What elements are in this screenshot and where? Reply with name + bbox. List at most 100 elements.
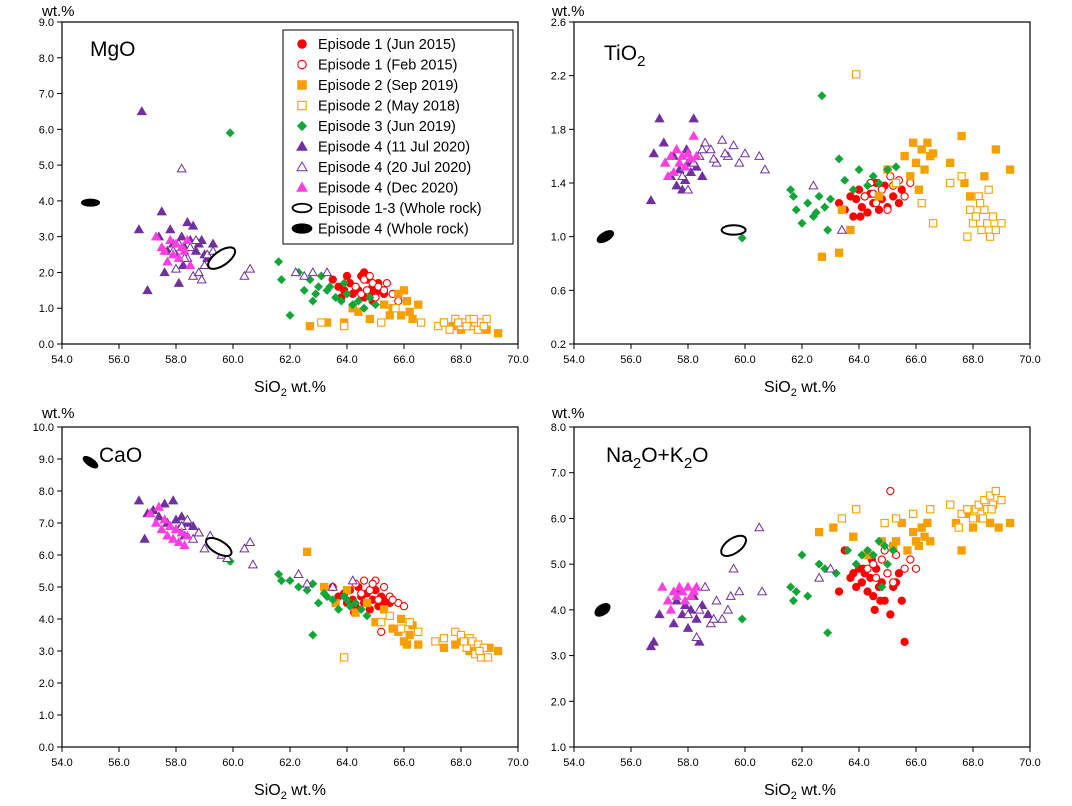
data-point-episode-2-sep-2019 [874, 192, 884, 201]
data-point-episode-3-jun-2019 [791, 587, 801, 597]
data-point-episode-2-may-2018 [985, 491, 995, 500]
data-point-episode-4-11-jul-2020 [668, 618, 679, 628]
data-point-episode-4-20-jul-2020 [722, 604, 734, 614]
data-point-episode-4-11-jul-2020 [159, 267, 170, 277]
data-point-episode-4-dec-2020 [165, 234, 176, 244]
data-point-episode-4-11-jul-2020 [139, 533, 150, 543]
x-tick-label: 60.0 [734, 757, 755, 769]
x-tick-label: 56.0 [108, 757, 129, 769]
legend-marker [297, 100, 307, 111]
y-tick-label: 9.0 [39, 454, 54, 466]
data-point-episode-4-11-jul-2020 [167, 495, 179, 505]
data-point-episode-4-20-jul-2020 [756, 586, 768, 596]
x-tick-label: 64.0 [336, 354, 357, 366]
data-point-episode-1-feb-2015 [886, 486, 895, 496]
data-point-episode-2-sep-2019 [399, 286, 409, 295]
panel-mgo-ticks: 54.0 56.0 58.0 60.0 62.0 64.0 66.0 68.0 70.0 0.0 1… [39, 17, 529, 366]
data-point-episode-2-may-2018 [391, 304, 400, 313]
whole-rock-episode-1-3 [207, 246, 237, 270]
y-tick-label: 8.0 [39, 486, 54, 498]
x-tick-label: 70.0 [507, 354, 528, 366]
data-point-episode-1-jun-2015 [863, 208, 872, 217]
data-point-episode-2-may-2018 [984, 185, 993, 194]
data-point-episode-4-20-jul-2020 [301, 578, 313, 588]
y-tick-label: 1.0 [551, 232, 566, 244]
data-point-episode-4-11-jul-2020 [697, 170, 708, 181]
data-point-episode-4-20-jul-2020 [199, 543, 210, 553]
y-tick-label: 2.0 [551, 696, 566, 708]
panel-mgo-x-axis-title: SiO2 wt.% [254, 379, 326, 399]
data-point-episode-4-dec-2020 [170, 238, 182, 248]
data-point-episode-3-jun-2019 [274, 569, 284, 579]
data-point-episode-1-jun-2015 [328, 275, 337, 284]
data-point-episode-2-may-2018 [980, 205, 989, 214]
x-tick-label: 66.0 [393, 757, 414, 769]
data-point-episode-3-jun-2019 [891, 162, 901, 172]
data-point-episode-2-may-2018 [439, 634, 449, 643]
title-part-na: Na [606, 444, 633, 467]
data-point-episode-3-jun-2019 [826, 194, 835, 204]
data-point-episode-4-20-jul-2020 [199, 259, 210, 270]
data-point-episode-3-jun-2019 [274, 257, 284, 267]
data-point-episode-2-sep-2019 [396, 614, 406, 624]
data-point-episode-2-sep-2019 [917, 145, 926, 154]
legend-marker [296, 140, 308, 151]
data-point-episode-4-20-jul-2020 [754, 150, 765, 160]
data-point-episode-2-may-2018 [377, 318, 386, 327]
x-tick-label: 58.0 [165, 757, 186, 769]
data-point-episode-4-20-jul-2020 [193, 527, 204, 537]
data-point-episode-4-dec-2020 [153, 501, 165, 511]
data-point-episode-2-sep-2019 [914, 185, 923, 194]
data-point-episode-4-11-jul-2020 [658, 137, 669, 147]
panel-mgo-unit-label: wt.% [41, 3, 75, 20]
x-tick-label: 70.0 [1019, 757, 1040, 769]
data-point-episode-4-11-jul-2020 [165, 224, 176, 234]
data-point-episode-4-20-jul-2020 [185, 242, 196, 252]
data-point-episode-4-20-jul-2020 [717, 613, 728, 623]
panel-na2o-k2o: wt.% Na2O+K2O 54.0 56.0 58.0 60.0 62.0 64.0 66… [551, 405, 1041, 802]
data-point-episode-2-sep-2019 [926, 537, 935, 546]
data-point-episode-2-sep-2019 [928, 149, 938, 158]
panel-tio2-title: TiO2 [604, 42, 645, 70]
data-point-episode-3-jun-2019 [371, 300, 380, 310]
data-point-episode-2-sep-2019 [405, 630, 414, 640]
data-point-episode-4-11-jul-2020 [654, 609, 665, 619]
data-point-episode-4-11-jul-2020 [648, 148, 659, 158]
data-point-episode-1-feb-2015 [889, 578, 898, 587]
data-point-episode-2-may-2018 [963, 505, 972, 514]
data-point-episode-1-feb-2015 [365, 271, 374, 281]
legend-label: Episode 1 (Jun 2015) [318, 37, 456, 53]
data-point-episode-3-jun-2019 [888, 545, 898, 555]
y-tick-label: 1.4 [551, 178, 566, 190]
data-point-episode-2-sep-2019 [405, 307, 414, 316]
data-point-episode-4-20-jul-2020 [705, 618, 716, 628]
x-tick-label: 64.0 [848, 757, 869, 769]
panel-mgo-title: MgO [90, 38, 136, 61]
data-point-episode-1-jun-2015 [857, 202, 866, 212]
data-point-episode-4-20-jul-2020 [193, 267, 204, 277]
data-point-episode-3-jun-2019 [314, 282, 323, 292]
panel-cao-unit-label: wt.% [41, 405, 75, 422]
data-point-episode-4-20-jul-2020 [719, 148, 731, 158]
data-point-episode-1-feb-2015 [883, 205, 892, 214]
data-point-episode-2-may-2018 [926, 505, 935, 514]
data-point-episode-4-11-jul-2020 [153, 511, 165, 521]
data-point-episode-2-may-2018 [908, 509, 918, 519]
data-point-episode-3-jun-2019 [788, 191, 798, 201]
data-point-episode-2-may-2018 [453, 318, 463, 327]
data-point-episode-3-jun-2019 [302, 585, 312, 595]
data-point-episode-2-sep-2019 [991, 145, 1000, 154]
data-point-episode-2-sep-2019 [402, 296, 411, 306]
x-tick-label: 54.0 [51, 757, 72, 769]
data-point-episode-3-jun-2019 [359, 303, 369, 313]
data-point-episode-3-jun-2019 [342, 595, 352, 605]
data-point-episode-1-feb-2015 [900, 564, 909, 573]
legend-items: Episode 1 (Jun 2015) Episode 1 (Feb 2015)… [291, 37, 482, 238]
data-point-episode-4-20-jul-2020 [677, 170, 688, 181]
data-point-episode-2-may-2018 [980, 495, 989, 505]
data-point-episode-4-20-jul-2020 [182, 514, 193, 524]
data-point-episode-4-20-jul-2020 [290, 267, 301, 277]
data-point-episode-2-may-2018 [946, 500, 955, 509]
data-point-episode-2-sep-2019 [957, 131, 966, 141]
